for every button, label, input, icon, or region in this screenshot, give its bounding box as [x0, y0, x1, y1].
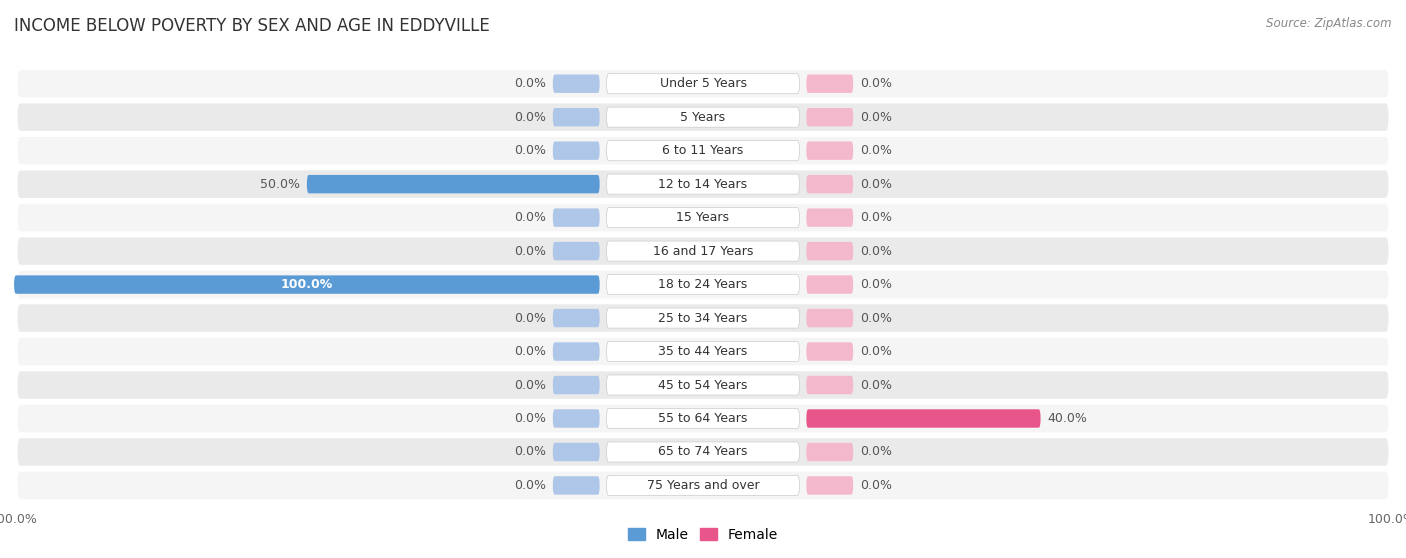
Text: 6 to 11 Years: 6 to 11 Years	[662, 144, 744, 157]
FancyBboxPatch shape	[17, 438, 1389, 466]
FancyBboxPatch shape	[553, 342, 599, 360]
FancyBboxPatch shape	[606, 475, 800, 496]
Text: 40.0%: 40.0%	[1047, 412, 1087, 425]
Text: 0.0%: 0.0%	[860, 211, 891, 224]
Legend: Male, Female: Male, Female	[623, 522, 783, 547]
Text: 0.0%: 0.0%	[515, 110, 546, 124]
Text: Source: ZipAtlas.com: Source: ZipAtlas.com	[1267, 17, 1392, 30]
Text: 45 to 54 Years: 45 to 54 Years	[658, 378, 748, 392]
Text: 0.0%: 0.0%	[515, 378, 546, 392]
FancyBboxPatch shape	[807, 108, 853, 126]
Text: 100.0%: 100.0%	[281, 278, 333, 291]
FancyBboxPatch shape	[17, 271, 1389, 299]
Text: 15 Years: 15 Years	[676, 211, 730, 224]
Text: 0.0%: 0.0%	[860, 244, 891, 258]
FancyBboxPatch shape	[307, 175, 599, 193]
FancyBboxPatch shape	[553, 209, 599, 227]
Text: 65 to 74 Years: 65 to 74 Years	[658, 445, 748, 459]
FancyBboxPatch shape	[606, 107, 800, 127]
Text: 0.0%: 0.0%	[860, 110, 891, 124]
FancyBboxPatch shape	[807, 74, 853, 93]
FancyBboxPatch shape	[17, 304, 1389, 332]
Text: 0.0%: 0.0%	[515, 345, 546, 358]
FancyBboxPatch shape	[606, 174, 800, 194]
Text: 0.0%: 0.0%	[860, 378, 891, 392]
FancyBboxPatch shape	[17, 472, 1389, 499]
FancyBboxPatch shape	[17, 338, 1389, 365]
Text: Under 5 Years: Under 5 Years	[659, 77, 747, 90]
FancyBboxPatch shape	[553, 141, 599, 160]
Text: 0.0%: 0.0%	[515, 244, 546, 258]
FancyBboxPatch shape	[606, 375, 800, 395]
Text: 0.0%: 0.0%	[860, 177, 891, 191]
FancyBboxPatch shape	[553, 74, 599, 93]
FancyBboxPatch shape	[606, 141, 800, 161]
Text: 0.0%: 0.0%	[515, 77, 546, 90]
Text: 55 to 64 Years: 55 to 64 Years	[658, 412, 748, 425]
FancyBboxPatch shape	[807, 443, 853, 461]
FancyBboxPatch shape	[553, 309, 599, 327]
FancyBboxPatch shape	[807, 141, 853, 160]
FancyBboxPatch shape	[807, 410, 1040, 427]
FancyBboxPatch shape	[807, 242, 853, 260]
Text: 12 to 14 Years: 12 to 14 Years	[658, 177, 748, 191]
Text: 0.0%: 0.0%	[860, 278, 891, 291]
Text: 0.0%: 0.0%	[860, 77, 891, 90]
Text: 0.0%: 0.0%	[515, 144, 546, 157]
FancyBboxPatch shape	[807, 209, 853, 227]
FancyBboxPatch shape	[17, 405, 1389, 432]
FancyBboxPatch shape	[807, 342, 853, 360]
Text: 0.0%: 0.0%	[515, 445, 546, 459]
Text: 35 to 44 Years: 35 to 44 Years	[658, 345, 748, 358]
Text: 0.0%: 0.0%	[515, 479, 546, 492]
FancyBboxPatch shape	[606, 74, 800, 94]
FancyBboxPatch shape	[553, 443, 599, 461]
FancyBboxPatch shape	[17, 170, 1389, 198]
FancyBboxPatch shape	[553, 477, 599, 495]
Text: 0.0%: 0.0%	[860, 345, 891, 358]
FancyBboxPatch shape	[606, 408, 800, 429]
Text: 0.0%: 0.0%	[860, 144, 891, 157]
FancyBboxPatch shape	[606, 241, 800, 261]
Text: 5 Years: 5 Years	[681, 110, 725, 124]
FancyBboxPatch shape	[17, 371, 1389, 399]
FancyBboxPatch shape	[606, 208, 800, 228]
FancyBboxPatch shape	[553, 410, 599, 427]
Text: 0.0%: 0.0%	[860, 311, 891, 325]
FancyBboxPatch shape	[553, 242, 599, 260]
FancyBboxPatch shape	[17, 70, 1389, 98]
FancyBboxPatch shape	[807, 309, 853, 327]
FancyBboxPatch shape	[17, 204, 1389, 232]
FancyBboxPatch shape	[17, 103, 1389, 131]
Text: 18 to 24 Years: 18 to 24 Years	[658, 278, 748, 291]
FancyBboxPatch shape	[14, 275, 599, 294]
FancyBboxPatch shape	[606, 341, 800, 362]
FancyBboxPatch shape	[807, 175, 853, 193]
Text: 0.0%: 0.0%	[860, 479, 891, 492]
Text: 0.0%: 0.0%	[515, 211, 546, 224]
Text: 25 to 34 Years: 25 to 34 Years	[658, 311, 748, 325]
FancyBboxPatch shape	[606, 308, 800, 328]
FancyBboxPatch shape	[17, 237, 1389, 265]
Text: 0.0%: 0.0%	[515, 311, 546, 325]
FancyBboxPatch shape	[606, 442, 800, 462]
FancyBboxPatch shape	[807, 477, 853, 495]
Text: INCOME BELOW POVERTY BY SEX AND AGE IN EDDYVILLE: INCOME BELOW POVERTY BY SEX AND AGE IN E…	[14, 17, 489, 35]
Text: 0.0%: 0.0%	[860, 445, 891, 459]
Text: 16 and 17 Years: 16 and 17 Years	[652, 244, 754, 258]
FancyBboxPatch shape	[807, 275, 853, 294]
Text: 0.0%: 0.0%	[515, 412, 546, 425]
Text: 50.0%: 50.0%	[260, 177, 299, 191]
FancyBboxPatch shape	[606, 275, 800, 295]
Text: 75 Years and over: 75 Years and over	[647, 479, 759, 492]
FancyBboxPatch shape	[553, 108, 599, 126]
FancyBboxPatch shape	[553, 376, 599, 394]
FancyBboxPatch shape	[17, 137, 1389, 165]
FancyBboxPatch shape	[807, 376, 853, 394]
